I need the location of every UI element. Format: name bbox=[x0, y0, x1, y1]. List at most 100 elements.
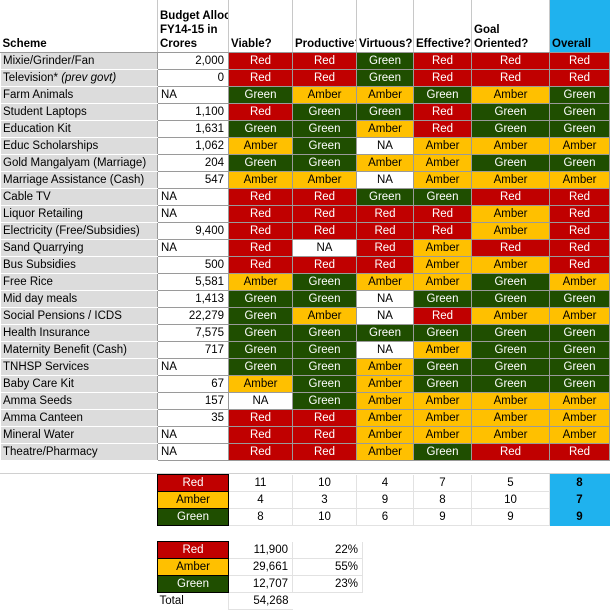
rating-label: Green bbox=[157, 575, 229, 593]
overall-rating: Amber bbox=[549, 391, 610, 410]
viable-rating: Red bbox=[228, 204, 293, 223]
virtuous-rating: Green bbox=[356, 187, 414, 206]
productive-rating: Red bbox=[292, 408, 357, 427]
virtuous-rating: NA bbox=[356, 306, 414, 325]
effective-rating: Green bbox=[413, 442, 472, 461]
productive-rating: Green bbox=[292, 323, 357, 342]
table-row: Television* (prev govt) 0 Red Red Green Red Re… bbox=[0, 68, 610, 87]
summary-row: Amber 4 3 9 8 10 7 bbox=[157, 491, 610, 509]
effective-rating: Red bbox=[413, 102, 472, 121]
scheme-label: Sand Quarrying bbox=[3, 241, 84, 254]
virtuous-rating: NA bbox=[356, 289, 414, 308]
scheme-name: Gold Mangalyam (Marriage) bbox=[0, 153, 158, 172]
viable-rating: Green bbox=[228, 85, 293, 104]
total-budget: 54,268 bbox=[228, 592, 293, 610]
overall-rating: Amber bbox=[549, 306, 610, 325]
budget-cell: NA bbox=[157, 204, 229, 223]
scheme-name: Electricity (Free/Subsidies) bbox=[0, 221, 158, 240]
goal-oriented-rating: Amber bbox=[471, 221, 550, 240]
goal-oriented-rating: Green bbox=[471, 374, 550, 393]
overall-rating: Green bbox=[549, 357, 610, 376]
budget-cell: 22,279 bbox=[157, 306, 229, 325]
budget-split-row: Green 12,707 23% bbox=[157, 575, 363, 593]
rating-count-summary: Red 11 10 4 7 5 8 Amber 4 3 9 8 10 7 Green 8 10 6 9 9 9 bbox=[157, 474, 610, 526]
budget-split-row: Red 11,900 22% bbox=[157, 541, 363, 559]
effective-rating: Red bbox=[413, 306, 472, 325]
viable-rating: Green bbox=[228, 340, 293, 359]
virtuous-rating: Amber bbox=[356, 153, 414, 172]
table-row: Free Rice 5,581 Amber Green Amber Amber Green A… bbox=[0, 272, 610, 291]
effective-rating: Amber bbox=[413, 136, 472, 155]
effective-rating: Amber bbox=[413, 170, 472, 189]
productive-count: 10 bbox=[292, 508, 357, 526]
viable-rating: Amber bbox=[228, 374, 293, 393]
summary-row: Green 8 10 6 9 9 9 bbox=[157, 508, 610, 526]
viable-rating: Red bbox=[228, 187, 293, 206]
scheme-label: Amma Seeds bbox=[3, 394, 73, 407]
scheme-name: Theatre/Pharmacy bbox=[0, 442, 158, 461]
table-row: Farm Animals NA Green Amber Amber Green Amber G… bbox=[0, 85, 610, 104]
scheme-name: Television* (prev govt) bbox=[0, 68, 158, 87]
scheme-label: Social Pensions / ICDS bbox=[3, 309, 122, 322]
table-row: Bus Subsidies 500 Red Red Red Amber Amber Red bbox=[0, 255, 610, 274]
scheme-name: Social Pensions / ICDS bbox=[0, 306, 158, 325]
scheme-name: TNHSP Services bbox=[0, 357, 158, 376]
total-label: Total bbox=[159, 595, 184, 608]
scheme-label: Cable TV bbox=[3, 190, 51, 203]
virtuous-rating: NA bbox=[356, 136, 414, 155]
goal-oriented-count: 10 bbox=[471, 491, 550, 509]
table-row: Amma Seeds 157 NA Green Amber Amber Amber Amber bbox=[0, 391, 610, 410]
viable-header: Viable? bbox=[228, 0, 293, 53]
budget-cell: NA bbox=[157, 442, 229, 461]
virtuous-rating: Green bbox=[356, 323, 414, 342]
budget-cell: 500 bbox=[157, 255, 229, 274]
scheme-name: Amma Seeds bbox=[0, 391, 158, 410]
productive-rating: Green bbox=[292, 272, 357, 291]
effective-rating: Green bbox=[413, 374, 472, 393]
scheme-name: Bus Subsidies bbox=[0, 255, 158, 274]
budget-split-body: Red 11,900 22% Amber 29,661 55% Green 12,707 23%… bbox=[157, 541, 363, 610]
goal-oriented-rating: Amber bbox=[471, 391, 550, 410]
productive-rating: Red bbox=[292, 425, 357, 444]
overall-rating: Green bbox=[549, 85, 610, 104]
viable-rating: Green bbox=[228, 357, 293, 376]
budget-cell: 1,062 bbox=[157, 136, 229, 155]
effective-rating: Green bbox=[413, 289, 472, 308]
scheme-label: Educ Scholarships bbox=[3, 139, 99, 152]
effective-rating: Amber bbox=[413, 272, 472, 291]
productive-rating: Green bbox=[292, 289, 357, 308]
budget-cell: 1,413 bbox=[157, 289, 229, 308]
viable-rating: Red bbox=[228, 442, 293, 461]
virtuous-rating: NA bbox=[356, 170, 414, 189]
scheme-name: Health Insurance bbox=[0, 323, 158, 342]
goal-oriented-rating: Amber bbox=[471, 136, 550, 155]
scheme-name: Student Laptops bbox=[0, 102, 158, 121]
scheme-name: Mid day meals bbox=[0, 289, 158, 308]
table-row: Liquor Retailing NA Red Red Red Red Amber Red bbox=[0, 204, 610, 223]
overall-rating: Green bbox=[549, 374, 610, 393]
viable-rating: Green bbox=[228, 323, 293, 342]
goal-oriented-rating: Red bbox=[471, 68, 550, 87]
overall-rating: Red bbox=[549, 221, 610, 240]
effective-rating: Red bbox=[413, 68, 472, 87]
table-row: Electricity (Free/Subsidies) 9,400 Red Red R… bbox=[0, 221, 610, 240]
virtuous-rating: Amber bbox=[356, 391, 414, 410]
table-row: Health Insurance 7,575 Green Green Green Gree… bbox=[0, 323, 610, 342]
table-row: Marriage Assistance (Cash) 547 Amber Amber N… bbox=[0, 170, 610, 189]
viable-count: 8 bbox=[228, 508, 293, 526]
scheme-name: Mineral Water bbox=[0, 425, 158, 444]
effective-rating: Green bbox=[413, 323, 472, 342]
overall-rating: Red bbox=[549, 442, 610, 461]
overall-rating: Amber bbox=[549, 425, 610, 444]
scheme-name: Marriage Assistance (Cash) bbox=[0, 170, 158, 189]
goal-oriented-rating: Amber bbox=[471, 170, 550, 189]
rating-label: Red bbox=[157, 474, 229, 492]
overall-rating: Red bbox=[549, 255, 610, 274]
productive-rating: Amber bbox=[292, 85, 357, 104]
budget-cell: 547 bbox=[157, 170, 229, 189]
overall-rating: Red bbox=[549, 204, 610, 223]
virtuous-rating: Red bbox=[356, 255, 414, 274]
viable-rating: Green bbox=[228, 289, 293, 308]
goal-header-line1: Goal bbox=[474, 23, 500, 36]
budget-cell: 35 bbox=[157, 408, 229, 427]
